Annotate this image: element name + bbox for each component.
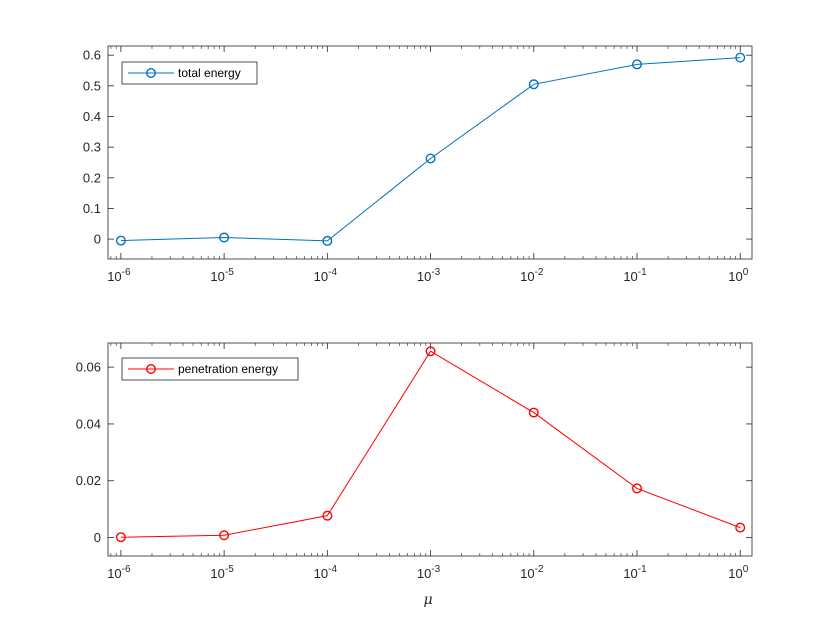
data-point-penetration-energy [735,522,746,533]
data-point-total-energy [115,235,126,246]
x-tick-label: 10-6 [107,564,131,581]
x-tick-exponent: 0 [743,564,749,575]
x-tick-exponent: -3 [431,564,440,575]
x-tick-label: 10-4 [314,267,338,284]
x-tick-base: 10 [107,566,121,581]
x-tick-label: 10-5 [210,564,234,581]
legend-label: total energy [178,66,241,80]
y-tick-label: 0.3 [83,140,101,155]
x-tick-base: 10 [314,566,328,581]
x-tick-exponent: -1 [638,564,647,575]
y-tick-label: 0.6 [83,48,101,63]
data-point-penetration-energy [528,407,539,418]
legend-marker [145,67,156,78]
x-tick-exponent: -2 [535,267,544,278]
y-tick-label: 0.2 [83,170,101,185]
x-tick-base: 10 [417,566,431,581]
x-axis-label: μ [423,592,432,608]
x-tick-label: 10-3 [417,267,441,284]
x-tick-base: 10 [520,269,534,284]
x-tick-exponent: -1 [638,267,647,278]
x-tick-label: 100 [728,267,748,284]
data-point-total-energy [528,79,539,90]
data-point-penetration-energy [219,530,230,541]
legend-box [121,357,299,381]
data-point-total-energy [425,153,436,164]
x-tick-exponent: -4 [328,267,337,278]
x-tick-exponent: -4 [328,564,337,575]
series-line-total-energy [120,57,741,242]
legend-marker [145,364,156,375]
y-tick-label: 0.02 [76,473,101,488]
data-point-total-energy [735,52,746,63]
x-tick-exponent: -5 [225,267,234,278]
chart-total-energy: 10-6 10-5 10-4 10-3 10-2 10-1 10000.10.20.30.4… [83,45,753,284]
x-tick-label: 10-5 [210,267,234,284]
x-tick-label: 10-3 [417,564,441,581]
data-point-penetration-energy [632,483,643,494]
data-point-total-energy [219,232,230,243]
x-tick-base: 10 [520,566,534,581]
data-point-total-energy [322,235,333,246]
x-tick-exponent: -6 [122,267,131,278]
x-tick-base: 10 [107,269,121,284]
x-tick-exponent: 0 [743,267,749,278]
y-tick-label: 0 [94,232,101,247]
x-tick-label: 10-4 [314,564,338,581]
x-tick-label: 10-2 [520,564,544,581]
x-tick-label: 100 [728,564,748,581]
x-tick-label: 10-1 [623,267,647,284]
y-tick-label: 0.06 [76,360,101,375]
data-point-penetration-energy [115,532,126,543]
x-tick-label: 10-6 [107,267,131,284]
y-tick-label: 0 [94,530,101,545]
data-point-total-energy [632,59,643,70]
x-tick-base: 10 [728,566,742,581]
y-tick-label: 0.5 [83,78,101,93]
y-tick-label: 0.4 [83,109,101,124]
x-tick-exponent: -5 [225,564,234,575]
legend-label: penetration energy [178,362,278,376]
x-tick-base: 10 [210,269,224,284]
legend-box [121,61,258,85]
x-tick-label: 10-2 [520,267,544,284]
x-tick-label: 10-1 [623,564,647,581]
x-tick-base: 10 [314,269,328,284]
x-tick-base: 10 [728,269,742,284]
x-tick-base: 10 [623,269,637,284]
x-tick-base: 10 [417,269,431,284]
chart-penetration-energy: 10-6 10-5 10-4 10-3 10-2 10-1 10000.020.040.06… [76,342,753,581]
data-point-penetration-energy [322,510,333,521]
x-tick-base: 10 [623,566,637,581]
y-tick-label: 0.04 [76,416,101,431]
data-point-penetration-energy [425,346,436,357]
x-tick-exponent: -3 [431,267,440,278]
y-tick-label: 0.1 [83,201,101,216]
x-tick-base: 10 [210,566,224,581]
x-tick-exponent: -6 [122,564,131,575]
series-line-penetration-energy [120,350,741,538]
x-tick-exponent: -2 [535,564,544,575]
